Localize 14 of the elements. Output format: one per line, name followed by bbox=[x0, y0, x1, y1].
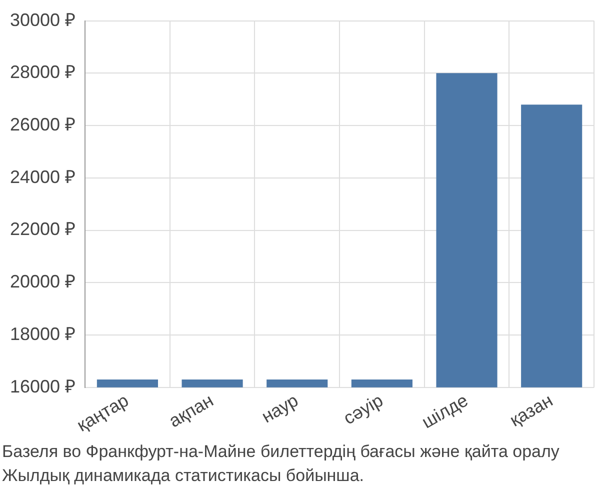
y-tick-label: 22000 ₽ bbox=[10, 219, 76, 240]
x-tick-label: наур bbox=[258, 390, 302, 427]
y-tick-label: 20000 ₽ bbox=[10, 272, 76, 292]
x-tick-label: қазан bbox=[506, 390, 556, 430]
text: Базеля во Франкфурт-на-Майне билеттердің бағасы және қайта оралу bbox=[1, 441, 560, 463]
y-tick-label: 28000 ₽ bbox=[10, 62, 76, 82]
y-tick-label: 16000 ₽ bbox=[10, 376, 76, 396]
y-tick-label: 24000 ₽ bbox=[10, 166, 76, 187]
y-tick-label: 30000 ₽ bbox=[10, 10, 76, 30]
text: Жылдық динамикада статистикасы бойынша. bbox=[1, 465, 365, 487]
y-tick-label: 18000 ₽ bbox=[10, 324, 76, 344]
y-tick-label: 26000 ₽ bbox=[10, 114, 76, 134]
x-tick-label: ақпан bbox=[166, 390, 217, 432]
x-tick-label: сәуір bbox=[340, 390, 386, 428]
